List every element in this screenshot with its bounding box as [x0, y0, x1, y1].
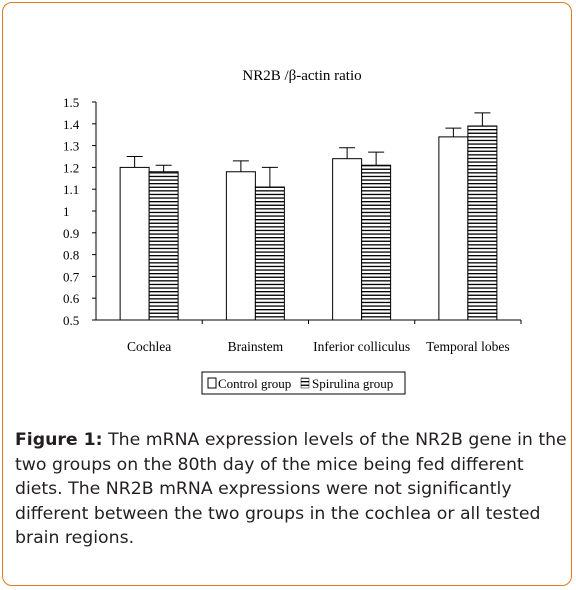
y-tick-label: 1.4 [63, 117, 80, 132]
bar-control [332, 158, 363, 321]
legend-swatch-control [207, 377, 217, 389]
y-tick-label: 0.8 [63, 248, 79, 263]
bar-control [225, 171, 256, 321]
bar-spirulina [148, 171, 179, 321]
chart-title: NR2B /β-actin ratio [242, 68, 361, 84]
y-tick-label: 1.3 [63, 139, 79, 154]
legend: Control group Spirulina group [201, 371, 406, 395]
caption-text: The mRNA expression levels of the NR2B g… [15, 430, 567, 548]
x-tick-label: Cochlea [127, 339, 171, 354]
y-tick-label: 0.9 [63, 226, 79, 241]
y-tick-label: 0.7 [63, 269, 80, 284]
bar-spirulina [467, 125, 498, 321]
bar-control [438, 136, 469, 321]
legend-label-spirulina: Spirulina group [312, 376, 393, 391]
legend-swatch-spirulina [300, 377, 310, 389]
y-tick-label: 1 [63, 204, 70, 219]
figure-caption: Figure 1: The mRNA expression levels of … [15, 428, 567, 551]
bar-spirulina [361, 164, 392, 321]
x-tick-label: Inferior colliculus [313, 339, 410, 354]
bar-chart: NR2B /β-actin ratio 1.5 1.4 1.3 1.2 1.1 1 0.9 0… [63, 68, 522, 395]
y-tick-label: 1.2 [63, 160, 79, 175]
bar-control [119, 166, 150, 321]
bar-spirulina [254, 186, 285, 321]
y-tick-label: 0.6 [63, 291, 80, 306]
caption-label: Figure 1: [15, 430, 103, 450]
y-tick-label: 1.1 [63, 182, 79, 197]
y-tick-label: 1.5 [63, 95, 79, 110]
legend-label-control: Control group [218, 376, 291, 391]
x-tick-label: Temporal lobes [426, 339, 509, 354]
x-tick-label: Brainstem [228, 339, 284, 354]
y-tick-label: 0.5 [63, 313, 79, 328]
figure-frame: NR2B /β-actin ratio 1.5 1.4 1.3 1.2 1.1 1 0.9 0… [2, 2, 572, 586]
